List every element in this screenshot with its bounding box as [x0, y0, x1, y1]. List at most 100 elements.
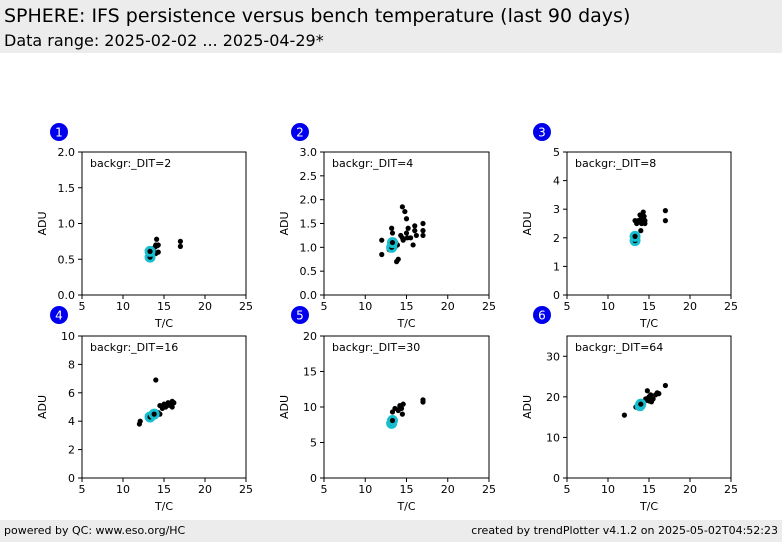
- y-tick-label: 8: [68, 358, 75, 371]
- panel-number-badge: [291, 123, 309, 141]
- y-tick-label: 10: [546, 431, 560, 444]
- y-axis-label: ADU: [36, 211, 49, 235]
- y-axis-label: ADU: [278, 395, 291, 419]
- data-point: [164, 402, 170, 409]
- data-point: [389, 230, 396, 236]
- x-tick-label: 20: [441, 483, 455, 496]
- data-range-subtitle: Data range: 2025-02-02 ... 2025-04-29*: [4, 31, 324, 50]
- data-point: [420, 228, 426, 234]
- x-tick-label: 10: [601, 300, 615, 313]
- y-tick-label: 0: [310, 472, 317, 485]
- y-axis-label: ADU: [36, 395, 49, 419]
- data-point: [154, 236, 160, 242]
- data-point: [399, 411, 405, 417]
- data-point: [662, 382, 669, 389]
- x-axis-label: T/C: [154, 500, 173, 513]
- data-point: [399, 204, 405, 210]
- data-point: [403, 230, 410, 236]
- data-point: [177, 243, 183, 249]
- latest-data-point: [389, 239, 396, 246]
- x-tick-label: 10: [601, 483, 615, 496]
- y-tick-label: 1.5: [58, 182, 76, 195]
- x-tick-label: 20: [683, 483, 697, 496]
- data-point: [413, 232, 419, 239]
- x-tick-label: 10: [358, 483, 372, 496]
- y-tick-label: 20: [303, 330, 317, 343]
- y-tick-label: 5: [553, 146, 560, 159]
- panel-number-badge: [50, 306, 68, 324]
- data-point: [395, 256, 401, 262]
- data-point: [621, 412, 628, 418]
- data-point: [169, 404, 175, 410]
- y-tick-label: 0: [553, 289, 560, 302]
- x-tick-label: 25: [482, 483, 496, 496]
- y-tick-label: 10: [61, 330, 75, 343]
- y-tick-label: 4: [68, 415, 75, 428]
- page-title: SPHERE: IFS persistence versus bench tem…: [4, 5, 631, 27]
- y-tick-label: 5: [310, 437, 317, 450]
- data-point: [642, 220, 648, 227]
- y-tick-label: 0: [68, 472, 75, 485]
- data-point: [397, 404, 403, 410]
- y-tick-label: 0.0: [58, 289, 76, 302]
- data-point: [155, 242, 161, 248]
- footer-credit: powered by QC: www.eso.org/HC: [4, 524, 186, 537]
- data-point: [405, 225, 411, 231]
- y-tick-label: 30: [546, 350, 560, 363]
- data-point: [137, 418, 143, 424]
- scatter-panel-4: 4 5 10 15 20 25 0 2 4 6 8 10 T/C ADU backgr:_DIT=16: [36, 306, 253, 513]
- x-tick-label: 25: [239, 483, 253, 496]
- data-point: [404, 235, 410, 241]
- panel-number-badge: [533, 306, 551, 324]
- x-tick-label: 10: [358, 300, 372, 313]
- data-point: [420, 397, 426, 403]
- panel-parameter-label: backgr:_DIT=64: [575, 341, 663, 354]
- data-point: [420, 232, 426, 239]
- y-tick-label: 10: [303, 401, 317, 414]
- x-tick-label: 5: [321, 300, 328, 313]
- x-axis-label: T/C: [154, 317, 173, 330]
- data-point: [153, 377, 159, 383]
- data-point: [398, 232, 404, 239]
- y-tick-label: 3: [553, 203, 560, 216]
- panel-number-label: 6: [538, 309, 546, 323]
- x-axis-label: T/C: [396, 317, 415, 330]
- panel-number-label: 5: [296, 309, 304, 323]
- data-point: [402, 208, 408, 215]
- y-tick-label: 1.0: [300, 241, 318, 254]
- x-tick-label: 20: [198, 300, 212, 313]
- data-point: [412, 223, 418, 229]
- x-tick-label: 10: [116, 300, 130, 313]
- plot-frame: [81, 151, 247, 296]
- data-point: [636, 219, 642, 225]
- plot-frame: [323, 151, 490, 296]
- x-tick-label: 5: [79, 483, 86, 496]
- x-axis-label: T/C: [396, 500, 415, 513]
- x-tick-label: 15: [642, 300, 656, 313]
- x-tick-label: 5: [564, 300, 571, 313]
- y-axis-label: ADU: [278, 211, 291, 235]
- panel-parameter-label: backgr:_DIT=30: [332, 341, 420, 354]
- y-tick-label: 0: [553, 472, 560, 485]
- scatter-panel-6: 6 5 10 15 20 25 0 10 20 30 T/C ADU backgr:_DIT=64: [521, 306, 738, 513]
- panel-parameter-label: backgr:_DIT=8: [575, 157, 656, 170]
- panel-parameter-label: backgr:_DIT=4: [332, 157, 413, 170]
- data-point: [420, 220, 426, 227]
- footer-bar: powered by QC: www.eso.org/HC created by…: [0, 520, 782, 542]
- data-point: [638, 228, 644, 234]
- x-tick-label: 5: [564, 483, 571, 496]
- x-tick-label: 15: [157, 300, 171, 313]
- header-bar: SPHERE: IFS persistence versus bench tem…: [0, 0, 782, 53]
- x-tick-label: 15: [400, 300, 414, 313]
- x-tick-label: 5: [321, 483, 328, 496]
- x-axis-label: T/C: [639, 317, 658, 330]
- y-tick-label: 0.5: [300, 265, 318, 278]
- y-tick-label: 2.0: [300, 194, 318, 207]
- y-tick-label: 2.5: [300, 170, 318, 183]
- x-tick-label: 20: [198, 483, 212, 496]
- data-point: [656, 391, 662, 397]
- x-tick-label: 20: [441, 300, 455, 313]
- y-tick-label: 0.5: [58, 253, 76, 266]
